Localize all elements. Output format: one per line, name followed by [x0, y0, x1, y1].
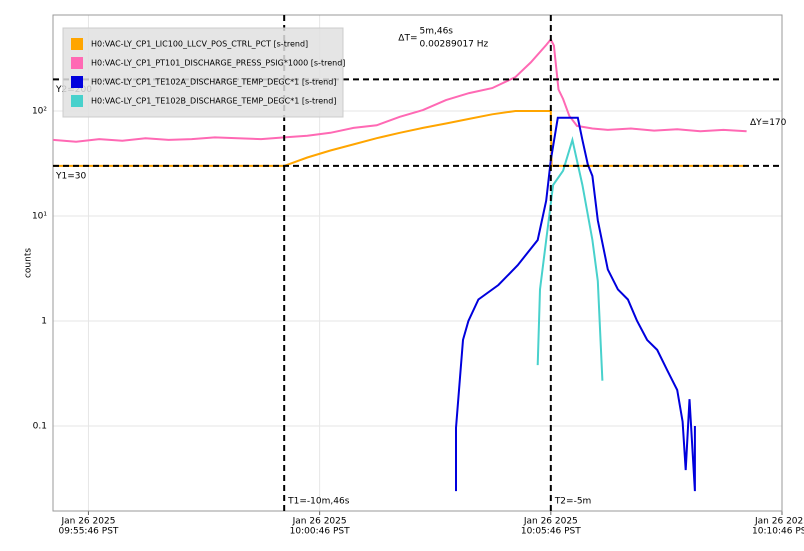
cursor-label: Y1=30 [55, 171, 86, 181]
x-tick-label: 10:05:46 PST [521, 527, 581, 537]
delta-t-value: 0.00289017 Hz [420, 40, 489, 50]
legend-label: H0:VAC-LY_CP1_TE102B_DISCHARGE_TEMP_DEGC… [91, 97, 336, 106]
x-tick-label: 10:10:46 PST [752, 527, 804, 537]
legend-label: H0:VAC-LY_CP1_PT101_DISCHARGE_PRESS_PSIG… [91, 59, 345, 68]
legend-box [62, 27, 344, 118]
series-line [53, 110, 745, 167]
plot-frame [52, 14, 783, 512]
x-tick-label: Jan 26 2025 [523, 517, 578, 527]
x-tick-label: Jan 26 2025 [754, 517, 804, 527]
legend-swatch [71, 95, 83, 107]
delta-t-label: ΔT= [398, 34, 417, 44]
y-tick-label: 0.1 [33, 421, 47, 431]
legend-label: H0:VAC-LY_CP1_LIC100_LLCV_POS_CTRL_PCT [… [91, 40, 308, 49]
y-axis-label: counts [24, 248, 34, 278]
delta-t-value: 5m,46s [420, 27, 454, 37]
series-line [52, 37, 747, 143]
x-tick-label: 10:00:46 PST [290, 527, 350, 537]
x-tick-label: Jan 26 2025 [60, 517, 115, 527]
legend-label: H0:VAC-LY_CP1_TE102A_DISCHARGE_TEMP_DEGC… [91, 78, 336, 87]
y-tick-label: 1 [41, 316, 47, 326]
cursor-label: T2=-5m [554, 497, 592, 507]
legend-swatch [71, 76, 83, 88]
delta-y-label: ΔY=170 [750, 118, 787, 128]
x-tick-label: 09:55:46 PST [58, 527, 118, 537]
legend-swatch [71, 57, 83, 69]
cursor-label: T1=-10m,46s [287, 497, 350, 507]
y-tick-label: 10¹ [32, 211, 47, 221]
y-tick-label: 10² [32, 106, 47, 116]
series-line [455, 116, 696, 492]
series-line [536, 135, 604, 381]
x-tick-label: Jan 26 2025 [292, 517, 347, 527]
legend-swatch [71, 38, 83, 50]
